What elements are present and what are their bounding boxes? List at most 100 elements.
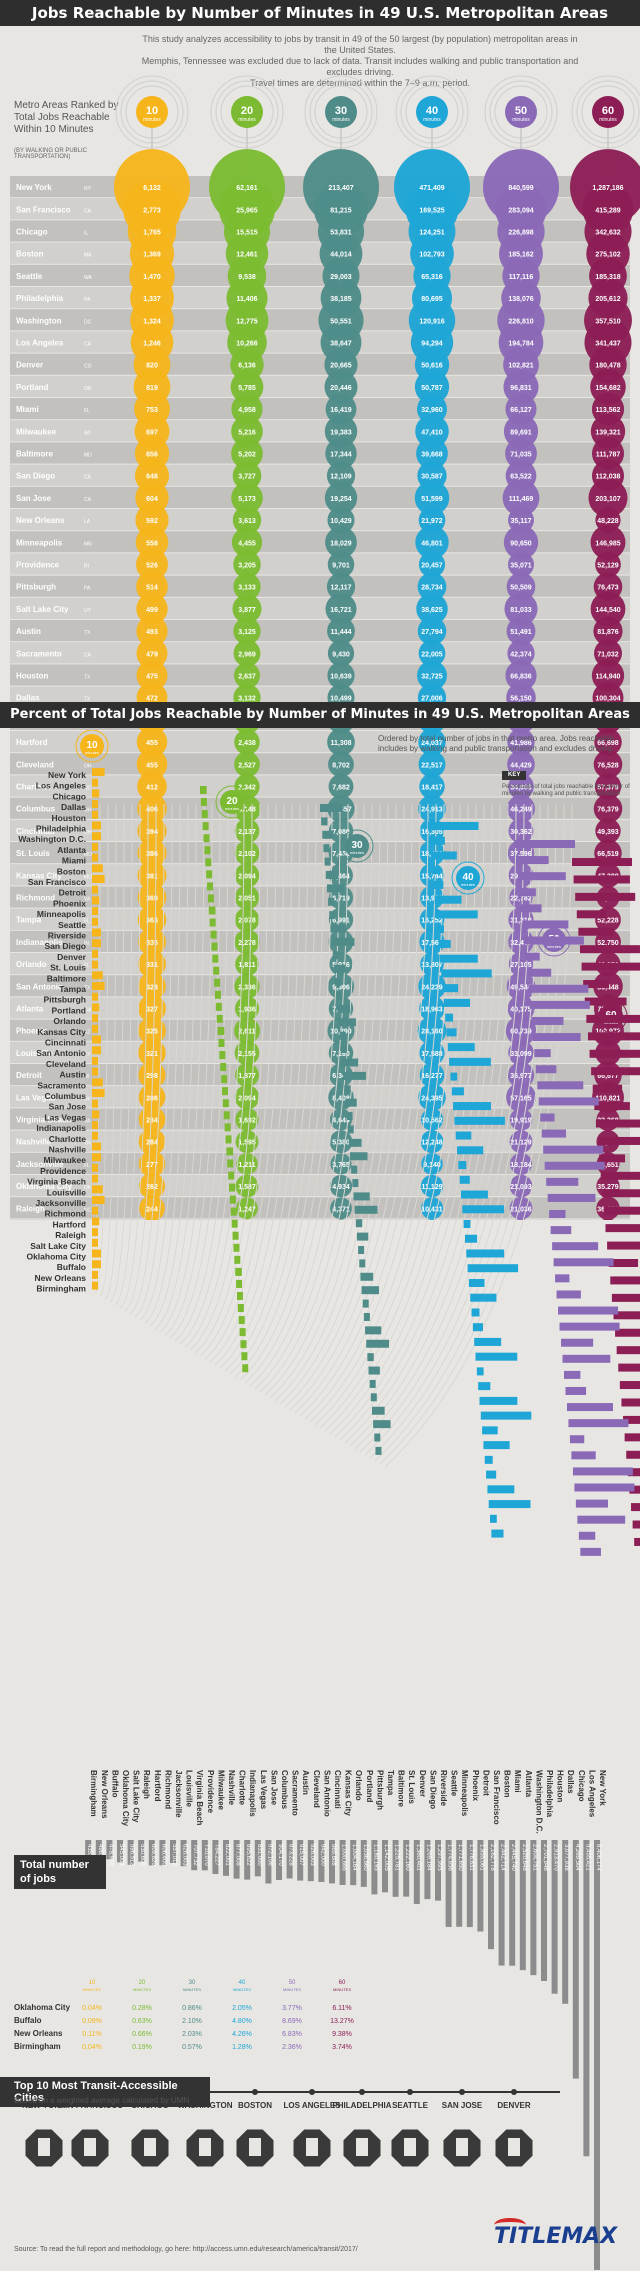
percent-bar xyxy=(346,1112,353,1121)
value-label: 110,821 xyxy=(596,1095,621,1102)
value-label: 44,014 xyxy=(330,252,352,259)
percent-bar xyxy=(553,1258,614,1267)
top10-dot xyxy=(407,2089,413,2095)
percent-bar xyxy=(374,1433,381,1442)
total-city-label: Houston xyxy=(556,1770,565,1803)
total-bar xyxy=(318,1840,325,1882)
row-state: IN xyxy=(84,941,89,947)
percent-bar xyxy=(434,895,462,904)
value-label: 1,692 xyxy=(238,1118,256,1125)
value-bubble xyxy=(507,728,535,756)
top10-subtitle: Based on a weighted average calculated b… xyxy=(14,2096,190,2105)
percent-bar xyxy=(575,1499,609,1508)
percent-bar xyxy=(218,1038,225,1047)
sample-col-word: MINUTES xyxy=(83,1987,101,1992)
sample-value: 13.27% xyxy=(330,2018,354,2025)
value-bubble xyxy=(328,751,354,778)
total-city-label: Atlanta xyxy=(524,1770,533,1798)
percent-bar xyxy=(515,840,575,848)
sample-col-head: 40 xyxy=(239,1980,246,1986)
value-bubble xyxy=(324,481,358,515)
grid-arc xyxy=(234,803,333,1378)
value-bubble xyxy=(508,818,534,844)
value-label: 2,051 xyxy=(238,896,256,903)
row-city: Kansas City xyxy=(16,871,62,880)
value-label: 2,527 xyxy=(238,762,256,769)
value-bubble xyxy=(329,1063,353,1087)
value-label: 25,965 xyxy=(236,207,258,214)
value-label: 16,419 xyxy=(330,407,352,414)
percent-bar xyxy=(626,1450,640,1459)
percent-bar xyxy=(516,856,549,865)
value-label: 35,117 xyxy=(510,518,531,525)
grid-arc xyxy=(289,803,421,1411)
value-label: 33,651 xyxy=(597,1162,619,1169)
percent-bar xyxy=(371,1406,385,1415)
percent-bar xyxy=(363,1312,370,1321)
value-bubble xyxy=(137,905,167,934)
value-bubble xyxy=(418,506,446,534)
value-label: 2,094 xyxy=(238,1095,256,1102)
row-state: GA xyxy=(84,1008,92,1014)
value-label: 76,379 xyxy=(597,807,619,814)
value-label: 9,430 xyxy=(332,651,350,658)
city-building-icon xyxy=(144,2138,156,2156)
percent-bar xyxy=(454,1116,505,1125)
total-bar xyxy=(424,1840,431,1900)
value-label: 381 xyxy=(146,873,158,880)
total-value: 2,604,751 xyxy=(531,1844,537,1871)
total-city-label: Milwaukee xyxy=(216,1770,225,1811)
percent-bar xyxy=(348,1138,362,1147)
value-bubble xyxy=(506,572,536,602)
row-city: New Orleans xyxy=(16,516,65,525)
percent-bar xyxy=(573,875,630,884)
total-city-label: Richmond xyxy=(163,1770,172,1809)
percent-bar xyxy=(356,1232,369,1241)
percent-bar xyxy=(579,945,640,954)
value-bubble xyxy=(327,617,355,645)
percent-bar xyxy=(618,1363,640,1372)
minutes-word: minutes xyxy=(332,117,350,123)
row-city: Austin xyxy=(16,627,41,636)
value-bubble xyxy=(505,659,537,692)
total-bar xyxy=(265,1840,272,1884)
grid-arc xyxy=(179,803,245,1345)
percent-bar xyxy=(522,920,569,929)
percent-bar xyxy=(92,789,100,798)
percent-bar xyxy=(587,1032,640,1041)
grid-arc xyxy=(334,803,493,1438)
percent-bar xyxy=(359,1259,366,1268)
value-bubble xyxy=(137,771,167,802)
radial-city-label: Charlotte xyxy=(49,1134,87,1144)
value-label: 154,682 xyxy=(595,385,620,392)
value-label: 33,099 xyxy=(510,1051,532,1058)
percent-bar xyxy=(209,918,216,927)
sample-col-word: MINUTES xyxy=(333,1987,351,1992)
value-bubble xyxy=(136,593,168,625)
row-city: Boston xyxy=(16,250,44,259)
value-label: 71,032 xyxy=(597,651,619,658)
percent-bar xyxy=(207,894,214,903)
total-bar xyxy=(170,1840,176,1863)
total-city-label: Riverside xyxy=(439,1770,448,1807)
total-value: 609,820 xyxy=(150,1844,156,1866)
grid-arc xyxy=(224,803,317,1372)
total-bar xyxy=(551,1840,558,1994)
badge-number: 20 xyxy=(226,796,238,807)
value-label: 90,650 xyxy=(510,540,532,547)
value-label: 56,150 xyxy=(510,696,532,703)
percent-bar xyxy=(92,1228,98,1237)
value-bubble xyxy=(138,972,166,1001)
percent-bar xyxy=(470,1293,497,1302)
percent-bar xyxy=(428,822,479,830)
percent-bar xyxy=(523,936,584,945)
city-building-icon xyxy=(84,2138,96,2156)
percent-bar xyxy=(92,928,101,937)
badge-word: minutes xyxy=(225,806,239,811)
grid-arc xyxy=(144,803,189,1324)
radial-city-label: Columbus xyxy=(44,1091,86,1101)
value-label: 102,793 xyxy=(419,252,444,259)
percent-bar xyxy=(320,804,343,812)
total-city-label: Buffalo xyxy=(110,1770,119,1798)
grid-arc xyxy=(199,803,277,1357)
